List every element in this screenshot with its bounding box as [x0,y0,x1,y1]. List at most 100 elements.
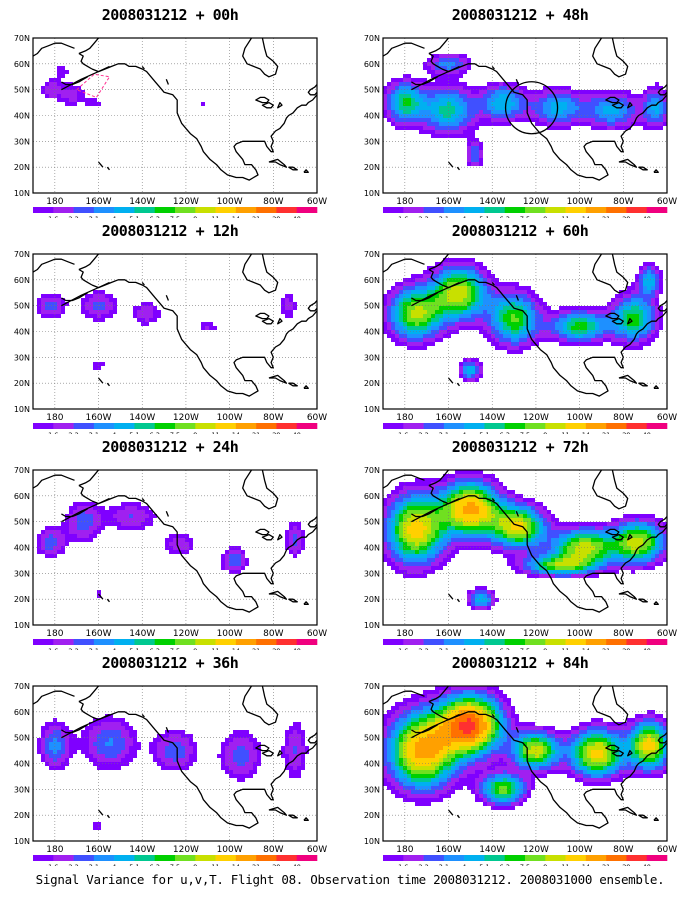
colorbar-swatch [195,207,216,213]
coastline [33,38,317,181]
colorbar-swatch [646,423,668,429]
colorbar-label: 4 [462,215,466,218]
lat-label: 40N [14,112,30,121]
lat-label: 10N [364,837,380,846]
lon-label: 160W [85,845,111,855]
lon-label: 60W [307,197,327,207]
lat-label: 50N [14,518,30,527]
colorbar-swatch [53,423,74,429]
lon-label: 160W [85,413,111,423]
colorbar-swatch [215,855,237,861]
panel-title: 2008031212 + 36h [101,654,239,672]
colorbar-swatch [175,639,196,645]
figure-caption: Signal Variance for u,v,T. Flight 08. Ob… [35,872,665,887]
lat-label: 10N [364,621,380,630]
map-plot: 70N 60N 50N 40N 30N 20N 10N 180 160W 140W 120W 100W… [14,34,327,218]
map-plot: 70N 60N 50N 40N 30N 20N 10N 180 160W 140W 120W 100W… [364,466,677,650]
colorbar-swatch [235,207,257,213]
colorbar-label: 21 [602,647,610,650]
colorbar-swatch [53,639,74,645]
colorbar-label: 21 [252,215,260,218]
colorbar-swatch [403,639,424,645]
colorbar-swatch [646,639,668,645]
colorbar-label: 2.2 [418,431,428,434]
colorbar-label: 4 [462,431,466,434]
colorbar-swatch [53,855,74,861]
colorbar-label: 3.1 [89,215,99,218]
colorbar-label: 11 [561,431,569,434]
lat-label: 70N [14,682,30,691]
lat-label: 60N [364,276,380,285]
lon-label: 160W [435,413,461,423]
colorbar-swatch [464,855,485,861]
colorbar-label: 40 [643,647,651,650]
colorbar-swatch [525,639,546,645]
lon-label: 80W [263,197,283,207]
colorbar: 1.6 2.2 3.1 4 5.1 6.3 7.5 9 11 14 21 29 40 [33,855,318,866]
lon-label: 100W [567,413,593,423]
colorbar-swatch [443,639,465,645]
colorbar-swatch [525,855,546,861]
lon-label: 120W [523,629,549,639]
colorbar-label: 2.2 [418,863,428,866]
map-plot: 70N 60N 50N 40N 30N 20N 10N 180 160W 140W 120W 100W… [364,682,677,866]
colorbar-label: 40 [643,215,651,218]
lat-label: 40N [364,544,380,553]
coastline [33,254,317,397]
lon-label: 60W [657,845,677,855]
colorbar-label: 7.5 [170,647,180,650]
colorbar-label: 11 [561,863,569,866]
signal-variance-field [383,686,667,810]
signal-variance-field [383,54,667,166]
colorbar-swatch [626,423,648,429]
map-panel-0h: 2008031212 + 00h 70N 60N 50N 40N 30N 20N 10N 180… [0,6,340,218]
coastline [33,686,317,829]
colorbar-label: 6.3 [150,647,160,650]
lon-label: 80W [263,845,283,855]
lat-label: 20N [14,595,30,604]
lat-label: 70N [14,250,30,259]
colorbar-label: 29 [622,215,630,218]
colorbar-swatch [423,423,445,429]
colorbar-label: 7.5 [170,431,180,434]
lat-label: 10N [14,837,30,846]
colorbar-swatch [73,207,95,213]
panel-title: 2008031212 + 48h [451,6,589,24]
colorbar-label: 5.1 [479,647,489,650]
colorbar-label: 2.2 [68,215,78,218]
colorbar-label: 7.5 [520,647,530,650]
panel-title: 2008031212 + 60h [451,222,589,240]
colorbar-swatch [114,855,135,861]
colorbar-label: 7.5 [170,215,180,218]
map-panel-60h: 2008031212 + 60h 70N 60N 50N 40N 30N 20N 10N 180… [350,222,690,434]
colorbar-swatch [423,207,445,213]
lat-label: 70N [364,250,380,259]
colorbar-label: 2.2 [68,863,78,866]
lon-label: 180 [396,845,413,855]
colorbar: 1.6 2.2 3.1 4 5.1 6.3 7.5 9 11 14 21 29 40 [33,207,318,218]
colorbar-label: 9 [543,431,547,434]
colorbar-swatch [606,423,627,429]
colorbar-label: 6.3 [150,215,160,218]
colorbar-swatch [154,639,176,645]
lat-label: 60N [14,276,30,285]
colorbar-swatch [33,207,54,213]
colorbar-label: 40 [293,431,301,434]
colorbar-swatch [565,855,587,861]
colorbar-label: 40 [643,431,651,434]
lon-label: 100W [217,629,243,639]
colorbar-label: 1.6 [398,863,408,866]
lon-label: 140W [479,845,505,855]
lat-label: 20N [364,595,380,604]
colorbar-swatch [525,423,546,429]
colorbar-swatch [585,639,607,645]
colorbar-swatch [276,423,298,429]
colorbar-label: 1.6 [398,431,408,434]
coastline [33,470,317,613]
lat-label: 60N [364,708,380,717]
colorbar-label: 5.1 [479,215,489,218]
colorbar-swatch [73,855,95,861]
colorbar-label: 40 [293,215,301,218]
colorbar-swatch [215,639,237,645]
map-plot: 70N 60N 50N 40N 30N 20N 10N 180 160W 140W 120W 100W… [364,34,677,218]
